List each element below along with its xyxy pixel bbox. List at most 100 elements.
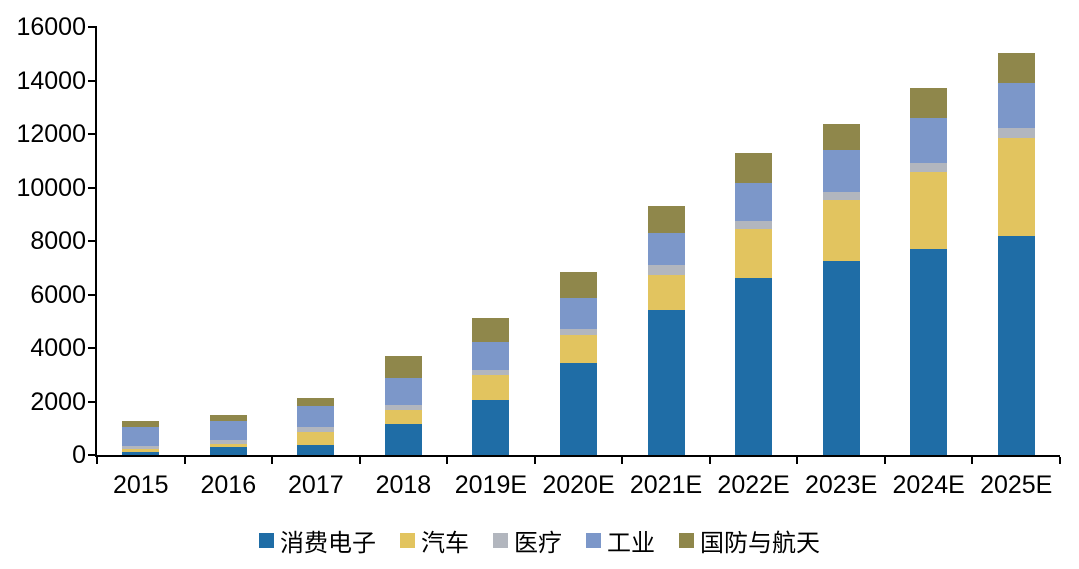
legend-swatch bbox=[400, 533, 415, 548]
bar-segment bbox=[384, 356, 422, 378]
y-tick-label: 2000 bbox=[30, 387, 86, 416]
y-axis-tick bbox=[88, 400, 97, 403]
bar-segment bbox=[122, 449, 160, 453]
x-tick-label: 2021E bbox=[629, 471, 703, 499]
bar-segment bbox=[910, 249, 948, 455]
bar-segment bbox=[472, 369, 510, 375]
bar-segment bbox=[297, 445, 335, 455]
x-axis-tick bbox=[533, 457, 536, 464]
bar-segment bbox=[822, 123, 860, 150]
bar-segment bbox=[384, 423, 422, 455]
legend-label: 医疗 bbox=[514, 531, 562, 557]
bar-segment bbox=[209, 446, 247, 455]
y-axis-tick bbox=[88, 347, 97, 349]
bar-segment bbox=[822, 260, 860, 455]
legend-swatch bbox=[259, 533, 274, 548]
legend-swatch bbox=[586, 533, 601, 548]
x-axis-tick bbox=[971, 457, 974, 464]
x-tick-label: 2022E bbox=[717, 471, 790, 499]
bar-segment bbox=[560, 362, 597, 455]
y-axis-tick bbox=[88, 133, 97, 135]
x-tick-label: 2015 bbox=[112, 471, 169, 499]
y-axis-tick bbox=[88, 454, 97, 456]
legend: 消费电子 汽车 医疗 工业 国防与航天 bbox=[0, 523, 1079, 558]
legend-item: 消费电子 bbox=[259, 523, 376, 558]
y-axis-tick bbox=[88, 26, 97, 28]
legend-label: 国防与航天 bbox=[700, 531, 820, 557]
bar-segment bbox=[384, 410, 422, 424]
bar-segment bbox=[647, 310, 685, 455]
bar-segment bbox=[910, 117, 948, 163]
bar-segment bbox=[735, 220, 773, 229]
bar-segment bbox=[122, 426, 160, 447]
y-tick-label: 6000 bbox=[30, 280, 86, 309]
x-tick-label: 2020E bbox=[542, 471, 615, 499]
bar-segment bbox=[209, 415, 247, 422]
legend-item: 汽车 bbox=[400, 523, 469, 558]
legend-swatch bbox=[493, 533, 508, 548]
bar-segment bbox=[209, 421, 247, 440]
x-axis-tick bbox=[621, 457, 624, 464]
bar-segment bbox=[472, 399, 510, 455]
bar-segment bbox=[997, 235, 1035, 455]
bar-segment bbox=[910, 87, 948, 118]
y-axis-line bbox=[95, 27, 97, 457]
bar-segment bbox=[647, 265, 685, 275]
bar-segment bbox=[122, 452, 160, 455]
bar-segment bbox=[735, 228, 773, 278]
x-axis-tick bbox=[708, 457, 711, 464]
bar-segment bbox=[297, 405, 335, 427]
bar-segment bbox=[822, 149, 860, 192]
bar-segment bbox=[997, 137, 1035, 236]
bar-segment bbox=[997, 82, 1035, 128]
bar-segment bbox=[122, 446, 160, 450]
y-tick-label: 14000 bbox=[16, 66, 86, 95]
bar-segment bbox=[297, 431, 335, 446]
bar-segment bbox=[472, 317, 510, 342]
bar-segment bbox=[560, 297, 597, 329]
legend-swatch bbox=[679, 533, 694, 548]
legend-label: 汽车 bbox=[421, 531, 469, 557]
bar-segment bbox=[384, 377, 422, 405]
x-axis-tick bbox=[183, 457, 186, 464]
legend-item: 医疗 bbox=[493, 523, 562, 558]
y-axis-tick bbox=[88, 293, 97, 296]
x-axis-tick bbox=[271, 457, 274, 464]
y-axis-tick bbox=[88, 186, 97, 189]
x-tick-label: 2024E bbox=[892, 471, 965, 499]
x-tick-label: 2023E bbox=[804, 471, 878, 499]
y-tick-label: 16000 bbox=[16, 13, 86, 41]
bar-segment bbox=[297, 397, 335, 406]
bar-segment bbox=[297, 426, 335, 432]
bar-segment bbox=[384, 404, 422, 411]
x-axis-tick bbox=[446, 457, 449, 464]
bar-segment bbox=[472, 341, 510, 370]
bar-segment bbox=[735, 152, 773, 183]
y-axis-tick bbox=[88, 240, 97, 242]
legend-label: 消费电子 bbox=[280, 531, 376, 557]
y-tick-label: 12000 bbox=[16, 120, 86, 148]
bar-segment bbox=[997, 127, 1035, 138]
bar-segment bbox=[997, 52, 1035, 83]
legend-item: 工业 bbox=[586, 523, 655, 558]
x-axis-line bbox=[95, 455, 1060, 457]
bar-segment bbox=[822, 199, 860, 261]
x-axis-tick bbox=[883, 457, 886, 464]
bar-segment bbox=[735, 277, 773, 455]
y-tick-label: 0 bbox=[72, 441, 86, 469]
legend-item: 国防与航天 bbox=[679, 523, 820, 558]
x-tick-label: 2017 bbox=[288, 471, 344, 499]
bar-segment bbox=[735, 182, 773, 221]
x-axis-tick bbox=[358, 457, 361, 464]
x-tick-label: 2019E bbox=[454, 471, 528, 499]
y-tick-label: 10000 bbox=[16, 173, 86, 202]
legend-label: 工业 bbox=[607, 531, 655, 557]
x-tick-label: 2018 bbox=[375, 471, 432, 499]
x-tick-label: 2016 bbox=[200, 471, 257, 499]
x-axis-tick bbox=[796, 457, 799, 464]
bar-segment bbox=[647, 232, 685, 266]
bar-segment bbox=[560, 272, 597, 298]
bar-segment bbox=[560, 329, 597, 335]
y-tick-label: 8000 bbox=[30, 227, 86, 255]
